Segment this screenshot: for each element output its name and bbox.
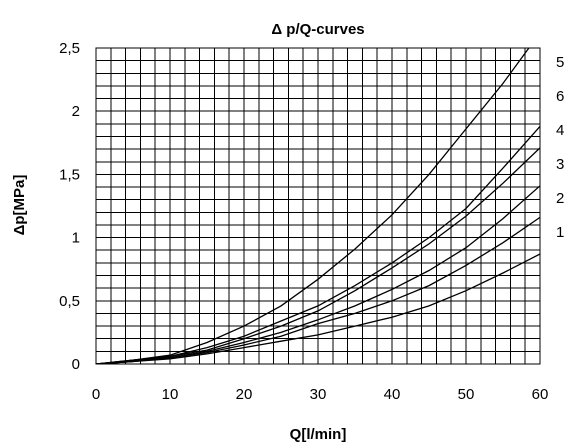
y-tick-label: 0,5 (59, 293, 80, 310)
series-line-4 (96, 147, 540, 364)
series-label-6: 6 (556, 88, 564, 105)
chart-title: Δ p/Q-curves (271, 21, 364, 38)
series-line-2 (96, 216, 540, 364)
x-tick-label: 40 (384, 386, 401, 403)
grid (95, 47, 541, 365)
x-tick-label: 50 (458, 386, 475, 403)
x-tick-label: 60 (532, 386, 549, 403)
y-axis-ticks: 0 0,5 1 1,5 2 2,5 (59, 40, 80, 373)
y-tick-label: 1 (72, 230, 80, 247)
x-tick-label: 20 (236, 386, 253, 403)
series-label-5: 5 (556, 54, 564, 71)
y-tick-label: 2 (72, 103, 80, 120)
y-tick-label: 2,5 (59, 40, 80, 57)
series-line-1 (96, 253, 540, 364)
series-label-4: 4 (556, 122, 564, 139)
y-tick-label: 0 (72, 356, 80, 373)
y-axis-label: Δp[MPa] (11, 175, 28, 236)
series-label-3: 3 (556, 156, 564, 173)
x-axis-ticks: 0 10 20 30 40 50 60 (92, 386, 549, 403)
x-tick-label: 30 (310, 386, 327, 403)
x-tick-label: 0 (92, 386, 100, 403)
series-label-1: 1 (556, 224, 564, 241)
curves (96, 48, 540, 364)
plot-frame (95, 47, 541, 365)
x-axis-label: Q[l/min] (290, 426, 347, 443)
series-label-2: 2 (556, 190, 564, 207)
x-tick-label: 10 (162, 386, 179, 403)
series-line-5 (96, 48, 530, 364)
y-tick-label: 1,5 (59, 166, 80, 183)
series-labels: 5 6 4 3 2 1 (556, 54, 564, 241)
